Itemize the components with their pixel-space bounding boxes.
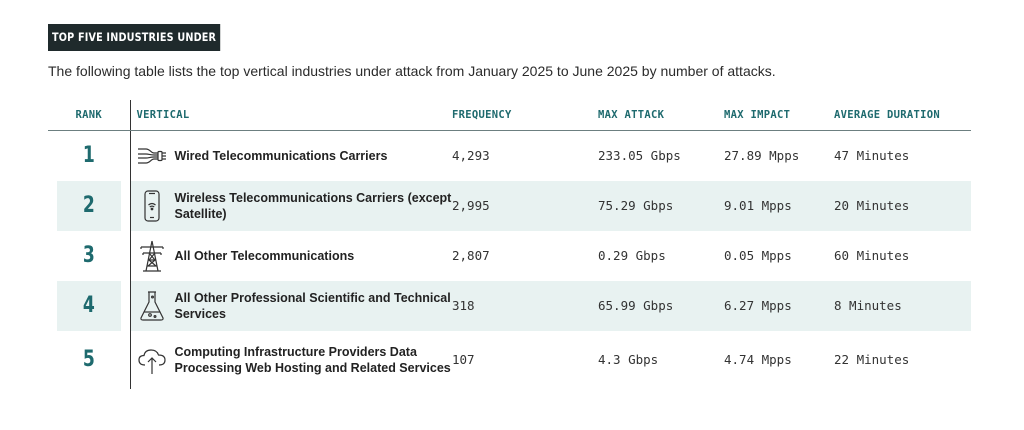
table-row: 2 Wireless Telecommunications Carrie	[48, 180, 971, 231]
frequency-cell: 2,995	[452, 180, 598, 231]
column-header-frequency: FREQUENCY	[452, 100, 598, 131]
avg-duration-cell: 47 Minutes	[834, 148, 910, 164]
vertical-cell: Wireless Telecommunications Carriers (ex…	[129, 180, 452, 231]
cloud-upload-icon	[137, 343, 167, 377]
vertical-label: Computing Infrastructure Providers Data …	[174, 344, 451, 375]
frequency-cell: 318	[452, 280, 598, 331]
vertical-label: All Other Professional Scientific and Te…	[174, 290, 451, 321]
section-badge: TOP FIVE INDUSTRIES UNDER ATTACK	[48, 24, 221, 71]
vertical-label: Wireless Telecommunications Carriers (ex…	[174, 190, 452, 221]
frequency-cell: 2,807	[452, 248, 490, 263]
vertical-cell: Wired Telecommunications Carriers	[129, 130, 452, 181]
rank-cell: 3	[82, 243, 95, 268]
max-attack-cell: 4.3 Gbps	[598, 352, 659, 367]
mobile-phone-icon	[137, 189, 167, 223]
rank-cell: 1	[82, 143, 95, 169]
max-attack-cell: 0.29 Gbps	[598, 248, 666, 263]
column-header-max-impact: MAX IMPACT	[724, 100, 834, 131]
industries-table: RANK VERTICAL FREQUENCY MAX ATTACK MAX I…	[48, 100, 971, 389]
intro-text: The following table lists the top vertic…	[48, 63, 776, 79]
vertical-cell: All Other Professional Scientific and Te…	[129, 280, 452, 331]
vertical-label: Wired Telecommunications Carriers	[174, 148, 388, 163]
vertical-label: All Other Telecommunications	[174, 248, 355, 263]
lab-flask-icon	[137, 289, 167, 323]
vertical-cell: Computing Infrastructure Providers Data …	[129, 330, 452, 389]
table-row: 3 All Other Telecommunications	[48, 230, 971, 281]
avg-duration-cell: 8 Minutes	[834, 280, 971, 331]
column-header-max-attack: MAX ATTACK	[598, 100, 724, 131]
table-header-row: RANK VERTICAL FREQUENCY MAX ATTACK MAX I…	[48, 100, 971, 131]
max-attack-cell: 75.29 Gbps	[598, 180, 724, 231]
rank-cell: 2	[57, 180, 121, 231]
column-header-rank: RANK	[48, 100, 130, 131]
avg-duration-cell: 22 Minutes	[834, 352, 910, 367]
table-row: 1 Wired Telecommunications Carriers	[48, 130, 971, 181]
max-impact-cell: 4.74 Mpps	[724, 352, 792, 367]
max-impact-cell: 9.01 Mpps	[724, 180, 834, 231]
avg-duration-cell: 20 Minutes	[834, 180, 971, 231]
frequency-cell: 4,293	[452, 148, 490, 164]
avg-duration-cell: 60 Minutes	[834, 248, 910, 263]
max-attack-cell: 65.99 Gbps	[598, 280, 724, 331]
max-attack-cell: 233.05 Gbps	[598, 148, 681, 164]
column-header-average-duration: AVERAGE DURATION	[834, 100, 971, 131]
rank-cell: 5	[82, 347, 95, 372]
frequency-cell: 107	[452, 352, 475, 367]
max-impact-cell: 27.89 Mpps	[724, 148, 800, 164]
max-impact-cell: 6.27 Mpps	[724, 280, 834, 331]
table-row: 4 All Other Professional Scientific and …	[48, 280, 971, 331]
max-impact-cell: 0.05 Mpps	[724, 248, 792, 263]
vertical-cell: All Other Telecommunications	[129, 230, 452, 281]
transmission-tower-icon	[137, 239, 167, 273]
rank-cell: 4	[57, 280, 121, 331]
column-header-vertical: VERTICAL	[129, 100, 452, 131]
table-row: 5 Computing Infrastructure Providers Dat…	[48, 330, 971, 389]
cables-icon	[137, 139, 167, 173]
